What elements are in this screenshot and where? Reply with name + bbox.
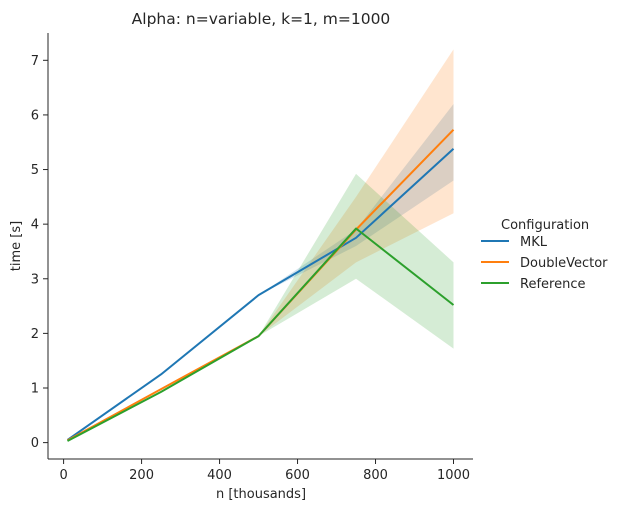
- x-ticks: 0 200 400 600 800 1000: [59, 459, 470, 483]
- confidence-bands: [67, 49, 454, 441]
- x-tick-label: 200: [129, 468, 154, 483]
- series-lines: [66, 128, 455, 442]
- x-tick-label: 1000: [437, 468, 470, 483]
- y-axis-label: time [s]: [9, 221, 24, 271]
- y-ticks: 0 1 2 3 4 5 6 7: [31, 54, 48, 451]
- x-tick-label: 400: [207, 468, 232, 483]
- y-tick-label: 2: [31, 327, 39, 342]
- y-tick-label: 5: [31, 163, 39, 178]
- chart-title: Alpha: n=variable, k=1, m=1000: [132, 10, 391, 28]
- y-tick-label: 6: [31, 108, 39, 123]
- ci-band-reference: [67, 173, 454, 441]
- legend-label-reference: Reference: [520, 277, 585, 292]
- x-tick-label: 0: [59, 468, 67, 483]
- x-axis-label: n [thousands]: [216, 487, 306, 502]
- legend-title: Configuration: [501, 218, 589, 233]
- legend-label-doublevector: DoubleVector: [520, 256, 608, 271]
- y-tick-label: 7: [31, 54, 39, 69]
- y-tick-label: 3: [31, 272, 39, 287]
- y-tick-label: 1: [31, 382, 39, 397]
- legend-label-mkl: MKL: [520, 235, 548, 250]
- y-tick-label: 4: [31, 218, 39, 233]
- legend: Configuration MKL DoubleVector Reference: [481, 218, 608, 292]
- x-tick-label: 800: [363, 468, 388, 483]
- y-tick-label: 0: [31, 436, 39, 451]
- x-tick-label: 600: [285, 468, 310, 483]
